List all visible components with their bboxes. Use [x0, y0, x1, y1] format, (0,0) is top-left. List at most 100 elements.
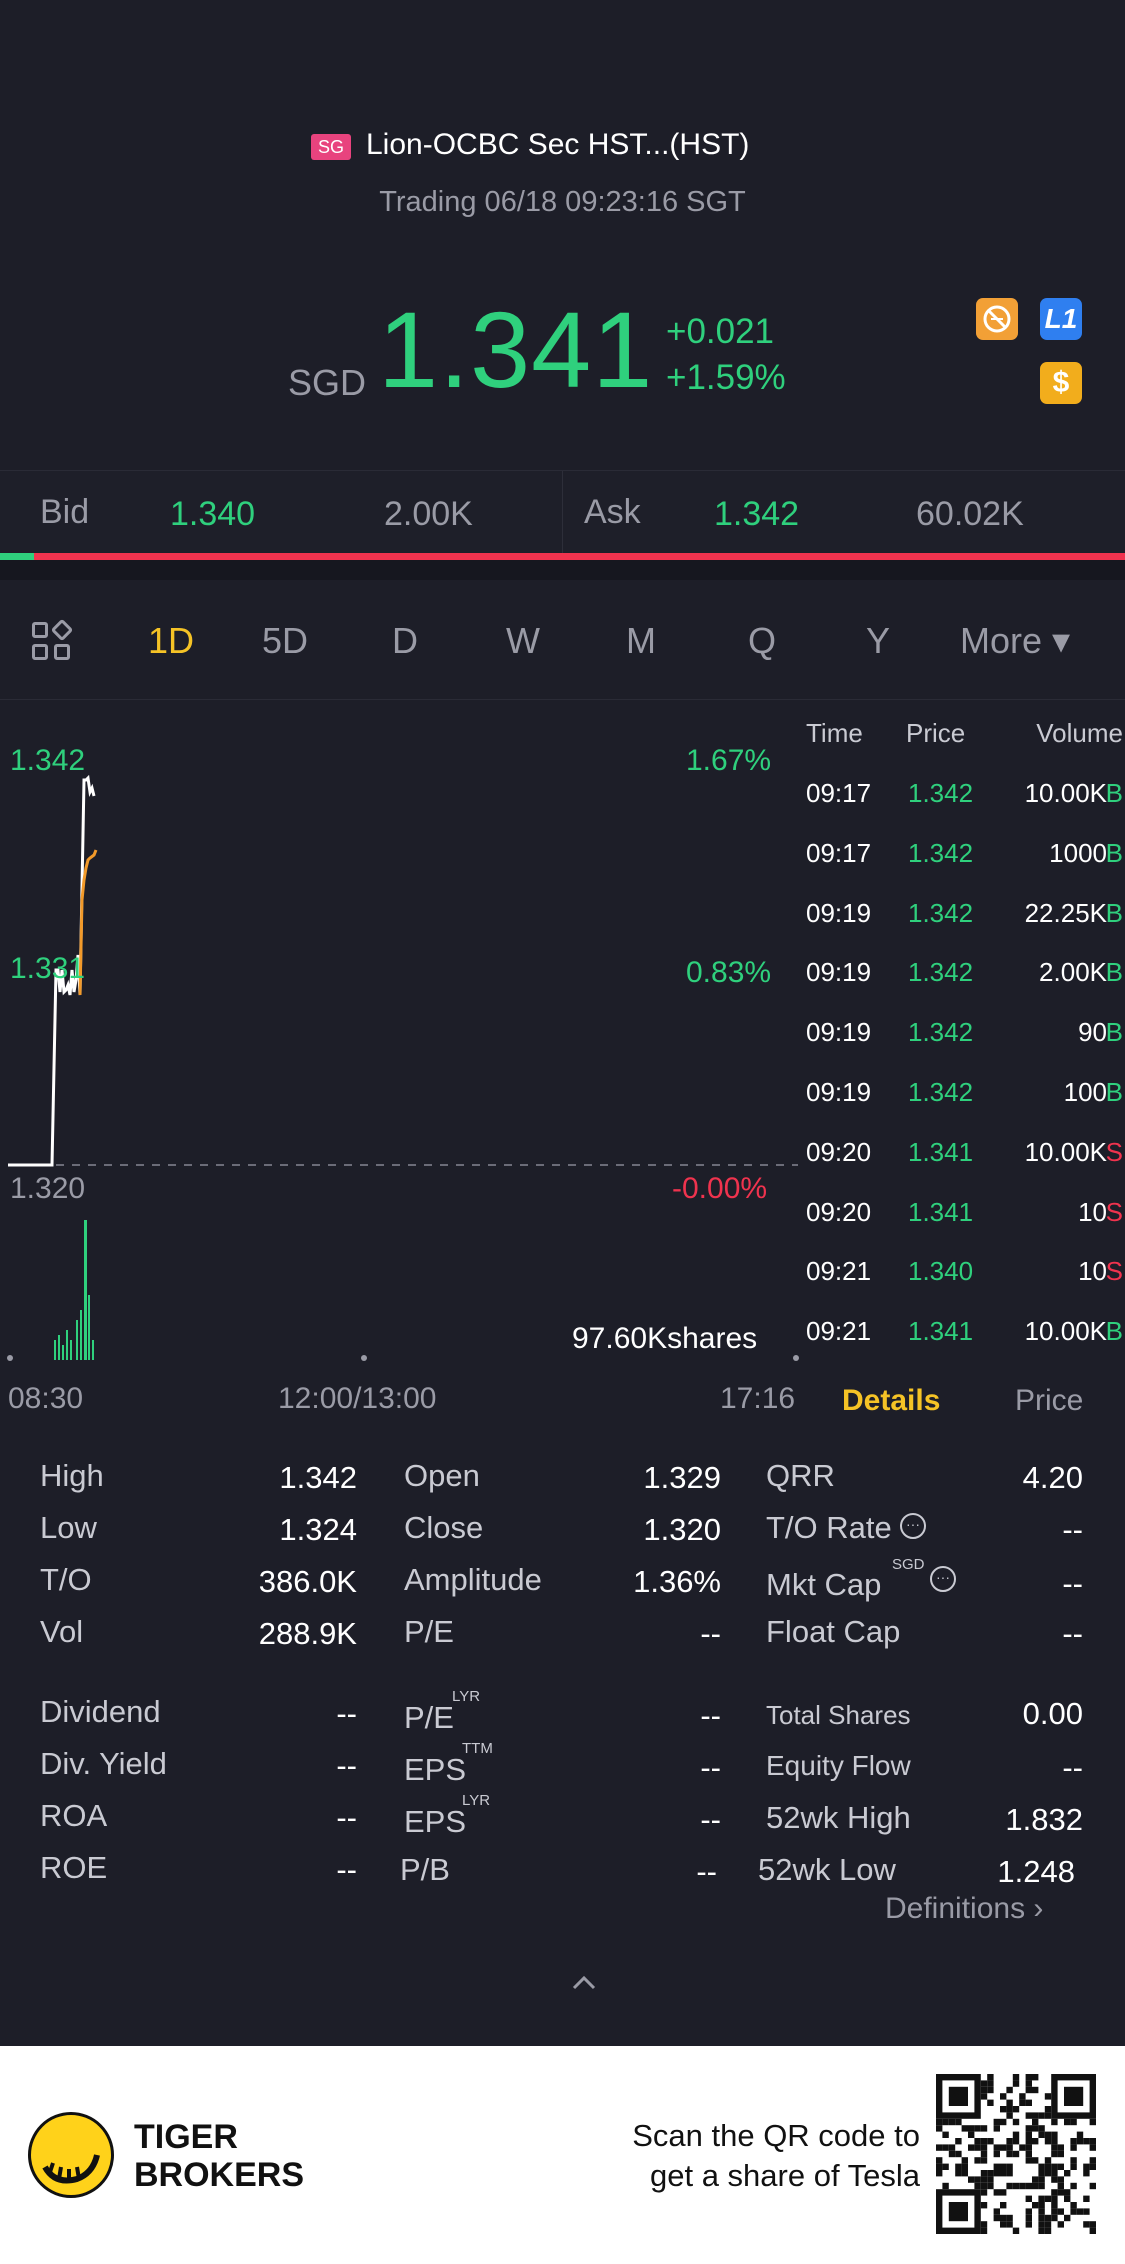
trade-side: B	[1105, 897, 1123, 928]
tab-details[interactable]: Details	[842, 1384, 941, 1417]
tab-more[interactable]: More ▾	[960, 620, 1071, 661]
trade-side: B	[1105, 1316, 1123, 1347]
trade-row: 09:19 1.342 100 B	[800, 1077, 1125, 1137]
pct-axis-high: 1.67%	[686, 744, 772, 777]
stat-52wkhigh-label: 52wk High	[766, 1800, 911, 1835]
stat-to-label: T/O	[40, 1562, 92, 1597]
trade-price: 1.341	[908, 1316, 974, 1347]
tab-day[interactable]: D	[392, 620, 418, 661]
trade-volume: 100	[1063, 1077, 1107, 1107]
stat-pelyr-value: --	[700, 1698, 721, 1733]
stat-roe-label: ROE	[40, 1850, 108, 1885]
stat-equityflow-value: --	[1062, 1750, 1083, 1785]
stat-close-label: Close	[404, 1510, 484, 1545]
torate-info-icon[interactable]: ···	[900, 1513, 926, 1539]
trade-price: 1.341	[908, 1196, 974, 1227]
trade-time: 09:20	[806, 1136, 872, 1167]
price-change-percent: +1.59%	[666, 358, 786, 397]
trade-side: S	[1105, 1196, 1123, 1227]
trade-side: S	[1105, 1256, 1123, 1287]
trade-row: 09:20 1.341 10.00K S	[800, 1137, 1125, 1197]
trade-price: 1.341	[908, 1136, 974, 1167]
chevron-up-icon[interactable]	[570, 1968, 598, 1996]
chevron-right-icon: ›	[1033, 1892, 1044, 1925]
time-and-sales[interactable]: Time Price Volume 09:17 1.342 10.00K B 09:17…	[800, 700, 1125, 1360]
stat-roa-label: ROA	[40, 1798, 108, 1833]
trade-side: S	[1105, 1136, 1123, 1167]
trade-time: 09:19	[806, 1077, 872, 1107]
stat-52wkhigh-value: 1.832	[1005, 1802, 1083, 1837]
stat-torate-value: --	[1062, 1512, 1083, 1547]
brand-line-2: BROKERS	[134, 2156, 305, 2194]
tab-week[interactable]: W	[506, 620, 540, 661]
trade-volume: 90	[1078, 1017, 1107, 1048]
tab-quarter[interactable]: Q	[748, 620, 777, 661]
bid-ask-bar[interactable]: Bid 1.340 2.00K Ask 1.342 60.02K	[0, 470, 1125, 553]
trade-side: B	[1105, 1017, 1123, 1048]
trade-side: B	[1105, 957, 1123, 988]
stat-divyield-label: Div. Yield	[40, 1746, 167, 1781]
ask-price: 1.342	[714, 495, 800, 533]
stat-mktcap-label: Mkt Cap	[766, 1567, 882, 1602]
stat-pe-value: --	[700, 1616, 721, 1651]
trade-time: 09:17	[806, 837, 872, 868]
trade-volume: 10.00K	[1024, 1316, 1107, 1347]
tab-price[interactable]: Price	[1015, 1384, 1084, 1417]
dollar-icon[interactable]: $	[1040, 362, 1082, 404]
trade-time: 09:19	[806, 897, 872, 928]
bid-label: Bid	[40, 493, 90, 531]
trade-time: 09:17	[806, 778, 872, 808]
tab-1d[interactable]: 1D	[148, 620, 195, 661]
epsttm-sup: TTM	[462, 1740, 493, 1757]
stat-epslyr-label: EPS	[404, 1804, 467, 1839]
trade-volume: 2.00K	[1039, 957, 1107, 988]
volume-bars	[54, 1220, 94, 1360]
qr-promo-line-1: Scan the QR code to	[632, 2118, 920, 2153]
qr-code-icon[interactable]	[936, 2074, 1096, 2234]
x-axis-end: 17:16	[720, 1382, 796, 1415]
definitions-label: Definitions	[885, 1892, 1026, 1925]
y-axis-high: 1.342	[10, 744, 86, 777]
section-gap	[0, 560, 1125, 580]
last-price: 1.341	[378, 289, 654, 410]
stock-name[interactable]: Lion-OCBC Sec HST...(HST)	[366, 128, 750, 161]
stat-low-value: 1.324	[279, 1512, 357, 1547]
level1-icon[interactable]: L1	[1040, 298, 1082, 340]
volume-total: 97.60Kshares	[572, 1322, 758, 1355]
stat-pb-label: P/B	[400, 1852, 450, 1887]
mktcap-info-icon[interactable]: ···	[930, 1566, 956, 1592]
currency-label: SGD	[288, 362, 367, 403]
trade-time: 09:19	[806, 1017, 872, 1048]
trade-time: 09:21	[806, 1256, 872, 1287]
stat-dividend-value: --	[336, 1696, 357, 1731]
trade-time: 09:19	[806, 957, 872, 988]
definitions-link[interactable]: Definitions ›	[885, 1892, 1043, 1926]
qr-promo-line-2: get a share of Tesla	[650, 2158, 920, 2193]
tab-month[interactable]: M	[626, 620, 656, 661]
tab-year[interactable]: Y	[866, 620, 891, 661]
stat-to-value: 386.0K	[258, 1564, 357, 1599]
promo-footer: TIGER BROKERS Scan the QR code to get a …	[0, 2046, 1125, 2264]
no-short-icon[interactable]	[976, 298, 1018, 340]
stat-high-label: High	[40, 1458, 104, 1493]
trade-row: 09:17 1.342 1000 B	[800, 838, 1125, 898]
stat-torate-label: T/O Rate	[766, 1510, 892, 1545]
tab-5d[interactable]: 5D	[262, 620, 309, 661]
trade-price: 1.342	[908, 897, 974, 928]
price-line	[8, 774, 96, 1167]
session-dot-end	[793, 1355, 799, 1361]
pct-axis-mid: 0.83%	[686, 956, 772, 989]
bid-ask-ratio-bar	[0, 553, 1125, 560]
stat-52wklow-label: 52wk Low	[758, 1852, 896, 1887]
stat-open-value: 1.329	[643, 1460, 721, 1495]
x-axis-mid: 12:00/13:00	[278, 1382, 437, 1415]
bid-ratio-fill	[0, 553, 34, 560]
trade-side: B	[1105, 1077, 1123, 1107]
stat-dividend-label: Dividend	[40, 1694, 161, 1729]
indicator-grid-icon[interactable]	[32, 618, 74, 664]
intraday-chart[interactable]: 1.342 1.331 1.320 1.67% 0.83% -0.00% 97.…	[0, 700, 800, 1415]
trade-price: 1.342	[908, 1077, 974, 1107]
trade-row: 09:20 1.341 10 S	[800, 1197, 1125, 1257]
trade-side: B	[1105, 837, 1123, 868]
bid-size: 2.00K	[384, 495, 473, 533]
